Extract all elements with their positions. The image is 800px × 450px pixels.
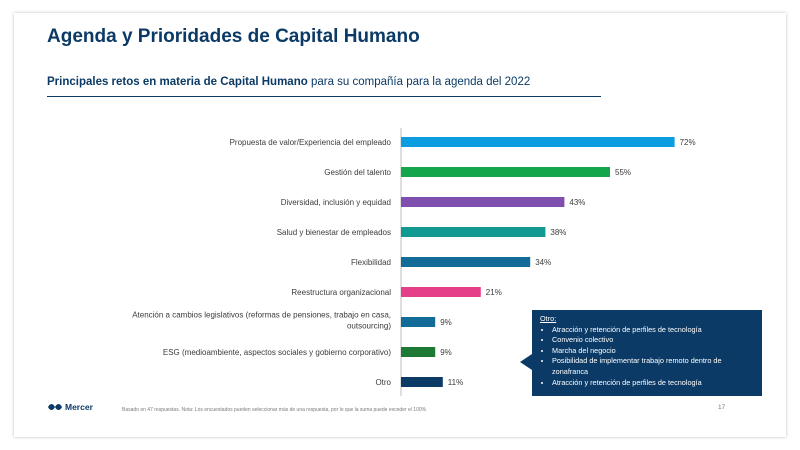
- category-label: Reestructura organizacional: [291, 288, 391, 297]
- callout-title: Otro:: [540, 314, 557, 323]
- category-label: Propuesta de valor/Experiencia del emple…: [230, 138, 392, 147]
- value-label: 72%: [680, 138, 696, 147]
- category-label: ESG (medioambiente, aspectos sociales y …: [163, 348, 391, 357]
- category-label: Salud y bienestar de empleados: [277, 228, 391, 237]
- bar: [401, 287, 481, 297]
- footnote: Basado en 47 respuestas. Nota: Los encue…: [122, 407, 427, 413]
- subtitle-divider: [47, 96, 601, 97]
- mercer-logo: Mercer: [48, 402, 93, 412]
- callout-item: Atracción y retención de perfiles de tec…: [552, 378, 754, 389]
- subtitle-rest: para su compañía para la agenda del 2022: [307, 76, 531, 88]
- category-label: Diversidad, inclusión y equidad: [281, 198, 391, 207]
- page-number: 17: [718, 404, 726, 411]
- page-title: Agenda y Prioridades de Capital Humano: [47, 26, 420, 47]
- category-label: Atención a cambios legislativos (reforma…: [132, 311, 391, 320]
- callout-item: Atracción y retención de perfiles de tec…: [552, 325, 754, 336]
- category-label: Gestión del talento: [324, 168, 391, 177]
- bar: [401, 167, 610, 177]
- value-label: 9%: [440, 318, 452, 327]
- bar: [401, 377, 443, 387]
- callout-box: Otro: Atracción y retención de perfiles …: [532, 310, 762, 396]
- bar: [401, 137, 675, 147]
- callout-list: Atracción y retención de perfiles de tec…: [540, 325, 754, 389]
- bar: [401, 197, 565, 207]
- mercer-logo-icon: [48, 404, 62, 410]
- value-label: 21%: [486, 288, 502, 297]
- value-label: 55%: [615, 168, 631, 177]
- value-label: 9%: [440, 348, 452, 357]
- logo-text: Mercer: [65, 402, 93, 412]
- chart-subtitle: Principales retos en materia de Capital …: [47, 76, 530, 88]
- bar: [401, 317, 436, 327]
- category-label: Flexibilidad: [351, 258, 391, 267]
- category-label: Otro: [375, 378, 391, 387]
- value-label: 11%: [448, 378, 463, 387]
- callout-item: Posibilidad de implementar trabajo remot…: [552, 356, 754, 377]
- callout-arrow: [520, 354, 532, 370]
- callout-otro: Otro: Atracción y retención de perfiles …: [520, 310, 762, 396]
- bar: [401, 347, 436, 357]
- value-label: 38%: [550, 228, 566, 237]
- subtitle-strong: Principales retos en materia de Capital …: [47, 76, 308, 88]
- callout-item: Marcha del negocio: [552, 346, 754, 357]
- bar: [401, 227, 546, 237]
- callout-item: Convenio colectivo: [552, 335, 754, 346]
- value-label: 34%: [535, 258, 551, 267]
- category-label: outsourcing): [347, 322, 391, 331]
- bar: [401, 257, 531, 267]
- value-label: 43%: [569, 198, 585, 207]
